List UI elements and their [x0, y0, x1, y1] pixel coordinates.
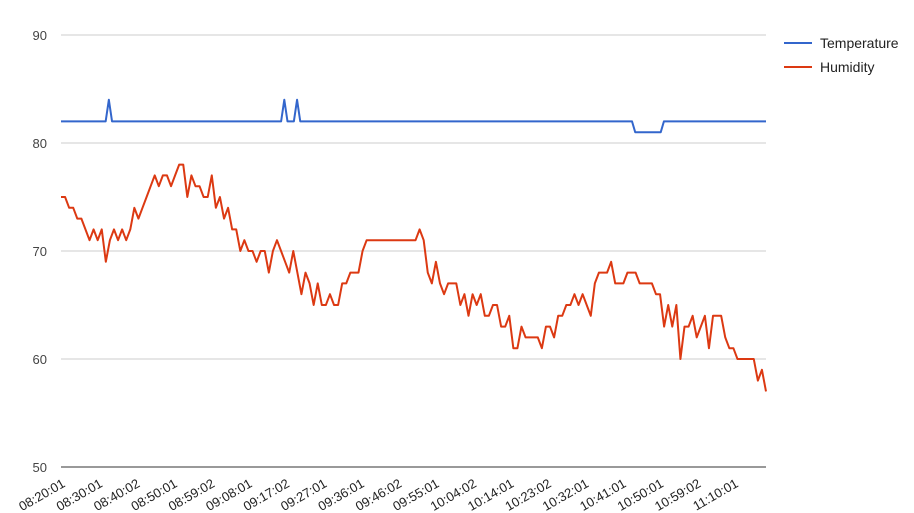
gridlines	[61, 34, 766, 468]
y-tick-label: 60	[33, 352, 47, 367]
y-tick-label: 70	[33, 244, 47, 259]
y-tick-label: 90	[33, 28, 47, 43]
legend: Temperature Humidity	[784, 35, 899, 75]
series-lines	[61, 98, 767, 392]
legend-label: Temperature	[820, 35, 899, 51]
x-axis-tick-labels: 08:20:0108:30:0108:40:0208:50:0108:59:02…	[16, 476, 741, 513]
y-tick-label: 50	[33, 460, 47, 475]
y-tick-label: 80	[33, 136, 47, 151]
series-line-temperature	[61, 98, 766, 134]
legend-label: Humidity	[820, 59, 874, 75]
y-axis-tick-labels: 50 60 70 80 90	[33, 28, 47, 475]
series-line-humidity	[61, 163, 767, 392]
